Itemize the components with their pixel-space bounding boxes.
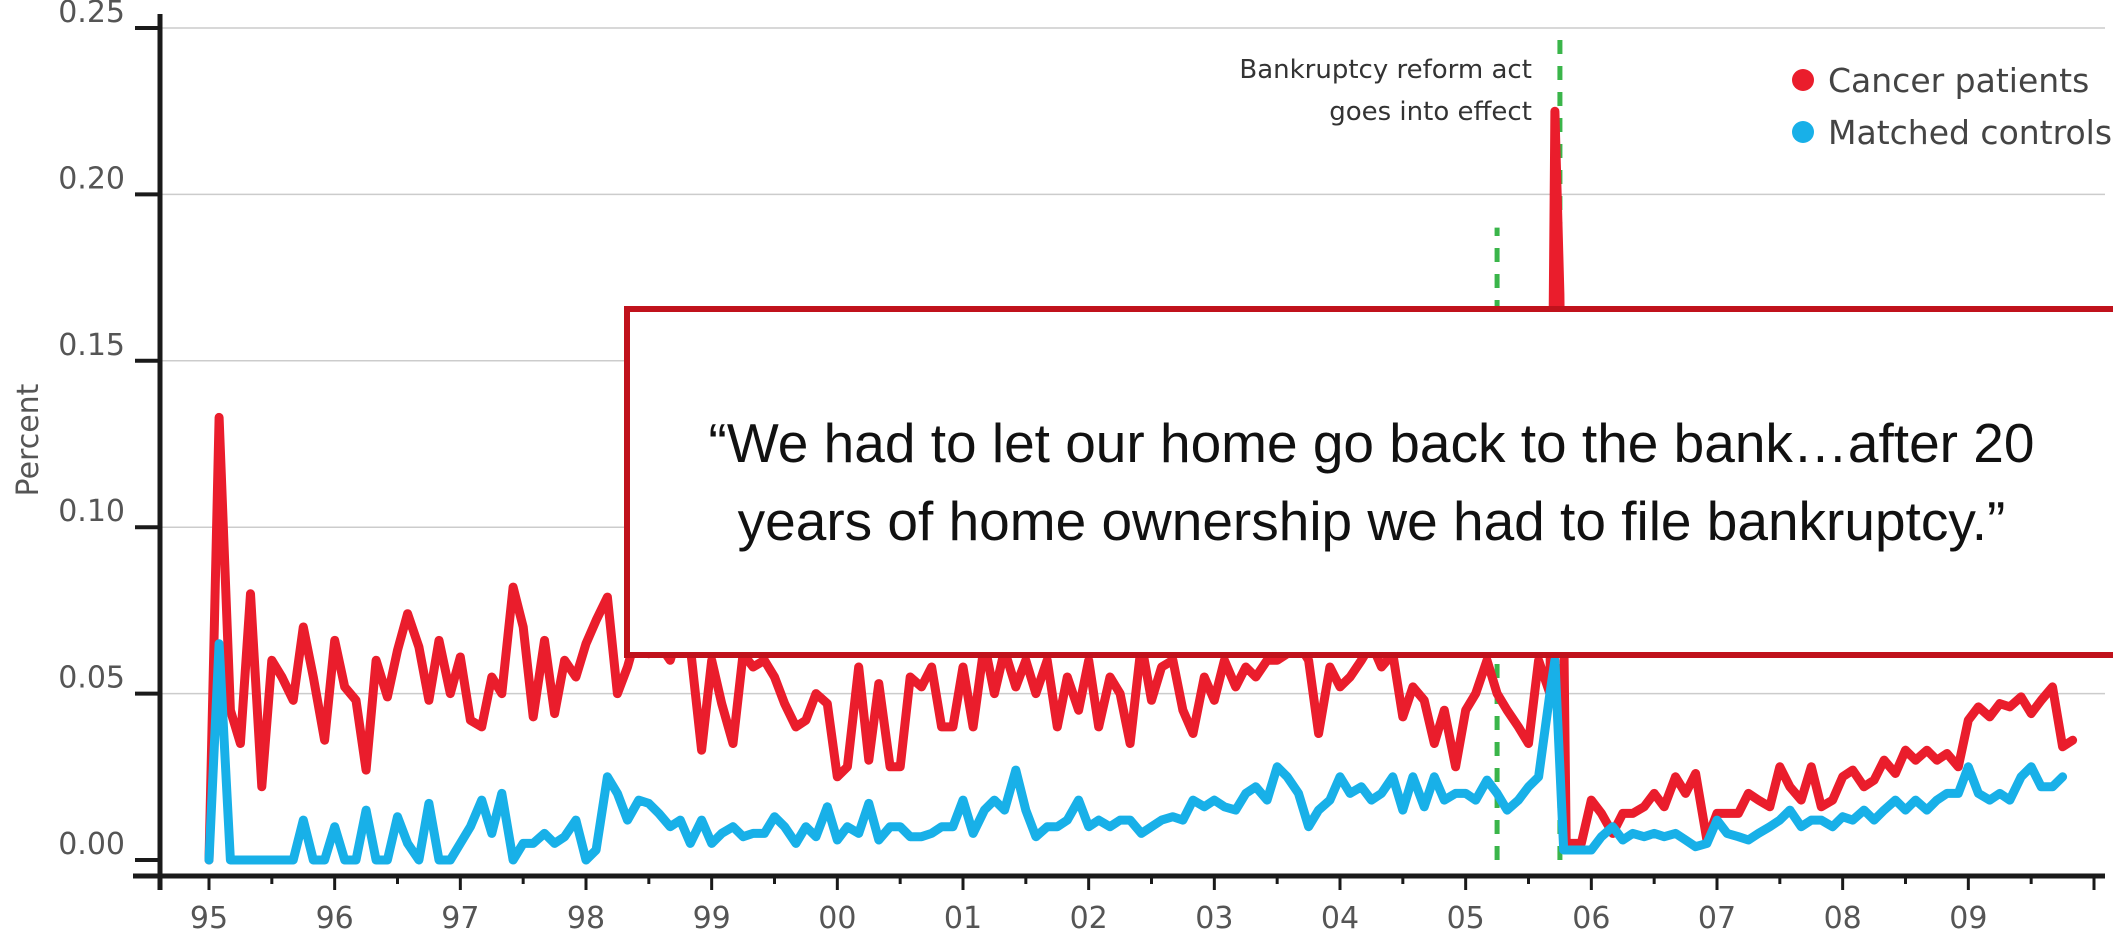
x-tick-label: 08 xyxy=(1824,901,1862,936)
y-tick-label: 0.00 xyxy=(58,827,125,862)
quote-text: “We had to let our home go back to the b… xyxy=(708,412,2035,552)
legend-marker xyxy=(1792,121,1814,143)
x-tick-label: 03 xyxy=(1195,901,1233,936)
series-lines xyxy=(204,106,2078,865)
x-tick-label: 02 xyxy=(1070,901,1108,936)
x-tick-label: 01 xyxy=(944,901,982,936)
x-tick-label: 97 xyxy=(441,901,479,936)
series-line-matched-controls xyxy=(204,639,2068,865)
axes xyxy=(133,14,2105,890)
y-tick-label: 0.10 xyxy=(58,494,125,529)
y-tick-label: 0.05 xyxy=(58,661,125,696)
x-tick-label: 98 xyxy=(567,901,605,936)
legend-marker xyxy=(1792,69,1814,91)
y-tick-label: 0.25 xyxy=(58,0,125,30)
tick-labels: 0.00 0.05 0.10 0.15 0.20 0.25 95 96 97 98 99 00 01 02… xyxy=(58,0,1987,936)
x-tick-label: 99 xyxy=(693,901,731,936)
series-line-cancer-patients xyxy=(204,106,2078,865)
x-tick-label: 04 xyxy=(1321,901,1359,936)
legend-label: Cancer patients xyxy=(1828,61,2089,100)
x-tick-label: 09 xyxy=(1949,901,1987,936)
x-tick-label: 96 xyxy=(316,901,354,936)
x-tick-label: 06 xyxy=(1572,901,1610,936)
quote-callout: “We had to let our home go back to the b… xyxy=(624,306,2113,658)
legend: Cancer patients Matched controls xyxy=(1792,61,2112,152)
y-tick-label: 0.20 xyxy=(58,161,125,196)
y-tick-label: 0.15 xyxy=(58,328,125,363)
y-axis-label: Percent xyxy=(11,383,46,496)
x-tick-label: 00 xyxy=(818,901,856,936)
legend-label: Matched controls xyxy=(1828,113,2112,152)
annotation-line: goes into effect xyxy=(1329,97,1532,127)
x-tick-label: 95 xyxy=(190,901,228,936)
x-tick-label: 07 xyxy=(1698,901,1736,936)
annotation-line: Bankruptcy reform act xyxy=(1239,55,1532,85)
annotation-bankruptcy-reform: Bankruptcy reform act goes into effect xyxy=(1239,55,1532,127)
x-tick-label: 05 xyxy=(1447,901,1485,936)
